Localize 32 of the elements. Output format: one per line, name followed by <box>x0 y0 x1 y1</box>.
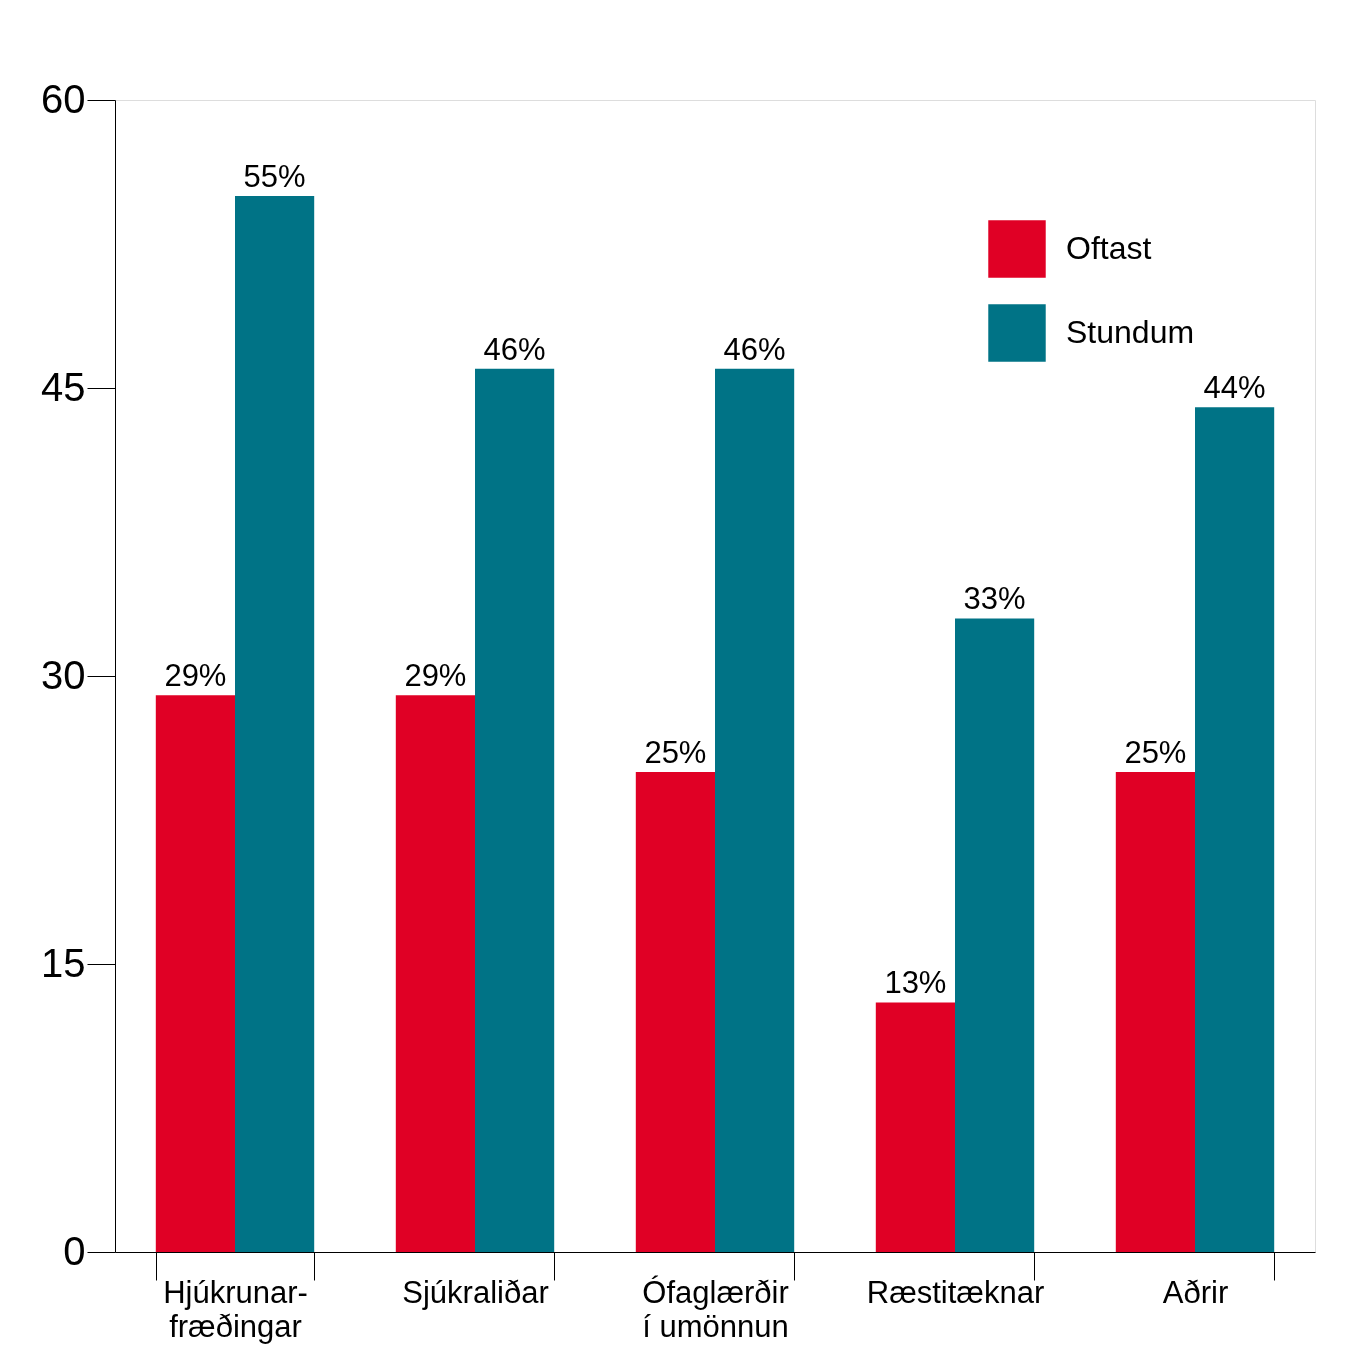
bar <box>1195 407 1275 1252</box>
bar <box>235 196 315 1252</box>
data-label: 44% <box>1203 370 1266 406</box>
x-tick-label: Ræstitæknar <box>866 1274 1045 1310</box>
bar <box>395 695 475 1252</box>
bar <box>155 695 235 1252</box>
data-label: 55% <box>243 159 306 194</box>
y-tick-label: 15 <box>41 940 86 985</box>
data-label: 25% <box>644 735 707 770</box>
data-label: 13% <box>884 965 947 1001</box>
data-label: 46% <box>723 331 786 367</box>
y-tick-label: 45 <box>41 364 86 409</box>
x-tick-label: Hjúkrunar- fræðingar <box>163 1274 308 1344</box>
data-label: 29% <box>164 658 227 694</box>
y-tick-label: 0 <box>63 1228 86 1273</box>
bar <box>955 618 1035 1252</box>
bar <box>475 368 555 1252</box>
data-label: 25% <box>1124 735 1187 770</box>
legend-label: Stundum <box>1066 314 1195 350</box>
bar <box>635 772 715 1252</box>
data-label: 46% <box>483 331 546 367</box>
data-label: 29% <box>404 658 467 694</box>
x-tick-label: Ófaglærðir í umönnun <box>642 1274 789 1344</box>
x-tick-label: Sjúkraliðar <box>402 1274 549 1310</box>
y-tick-label: 60 <box>41 76 86 121</box>
legend-label: Oftast <box>1066 230 1152 266</box>
bar <box>875 1002 955 1252</box>
x-tick-label: Aðrir <box>1162 1274 1229 1310</box>
bar <box>715 368 795 1252</box>
data-label: 33% <box>963 581 1026 617</box>
y-tick-label: 30 <box>41 652 86 697</box>
bar <box>1115 772 1195 1252</box>
